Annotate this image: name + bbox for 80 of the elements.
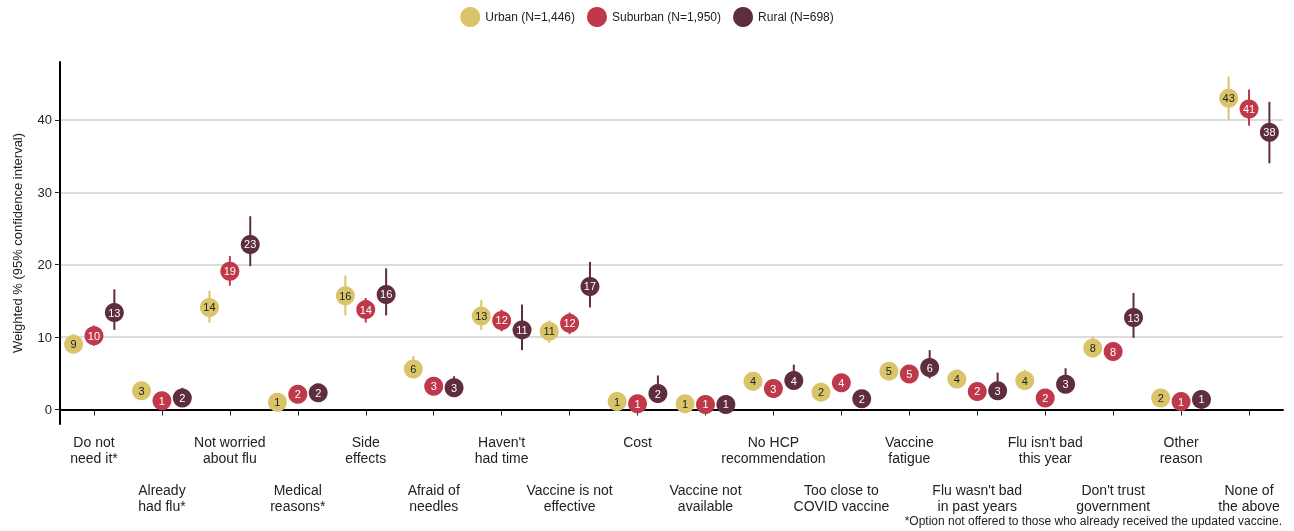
- data-label: 3: [138, 384, 145, 397]
- data-label: 2: [1042, 391, 1049, 404]
- data-label: 11: [543, 325, 555, 338]
- text: *Option not offered to those who already received the updated vaccine.: [904, 514, 1283, 528]
- data-label: 41: [1242, 103, 1256, 116]
- x-tick-label: Already had flu*: [138, 482, 187, 514]
- x-tick-label: Side effects: [345, 434, 387, 466]
- data-label: 2: [654, 387, 661, 400]
- data-label: 8: [1110, 345, 1117, 358]
- data-label: 9: [70, 338, 77, 351]
- data-label: 1: [702, 398, 709, 411]
- data-label: 38: [1263, 126, 1276, 139]
- data-label: 1: [634, 397, 641, 410]
- data-label: 11: [516, 323, 528, 336]
- x-tick-label: None of the above: [1218, 482, 1280, 514]
- x-tick-label: Don't trust government: [1076, 482, 1151, 514]
- x-tick-label: Vaccine not available: [669, 482, 742, 514]
- x-tick-label: Vaccine is not effective: [526, 482, 613, 514]
- y-tick-label: 40: [37, 112, 52, 128]
- data-label: 2: [974, 385, 981, 398]
- data-label: 3: [451, 381, 458, 394]
- x-tick-label: Do not need it*: [70, 434, 119, 466]
- data-label: 23: [244, 238, 257, 251]
- data-label: 5: [906, 368, 913, 381]
- x-tick-label: Not worried about flu: [194, 434, 266, 466]
- legend-label: Urban (N=1,446): [485, 10, 575, 24]
- legend-label: Suburban (N=1,950): [611, 10, 722, 24]
- y-tick-label: 0: [44, 402, 52, 418]
- data-label: 4: [790, 374, 797, 387]
- data-label: 2: [315, 386, 322, 399]
- y-axis-title: Weighted % (95% confidence interval): [10, 132, 25, 354]
- x-tick-label: Too close to COVID vaccine: [793, 482, 890, 514]
- data-label: 19: [223, 265, 236, 278]
- data-label: 1: [158, 394, 165, 407]
- x-tick-label: Other reason: [1159, 434, 1203, 466]
- data-label: 4: [1021, 374, 1028, 387]
- x-tick-label: Cost: [623, 434, 653, 450]
- data-label: 14: [359, 303, 372, 316]
- data-label: 13: [475, 310, 488, 323]
- data-label: 16: [380, 288, 393, 301]
- x-tick-label: Vaccine fatigue: [884, 434, 934, 466]
- data-label: 2: [817, 386, 825, 399]
- x-tick-label: Afraid of needles: [407, 482, 460, 514]
- data-label: 2: [858, 392, 865, 405]
- data-label: 8: [1089, 341, 1096, 354]
- data-label: 43: [1222, 92, 1235, 105]
- data-label: 17: [583, 280, 597, 293]
- x-tick-label: Flu isn't bad this year: [1007, 434, 1083, 466]
- data-label: 12: [563, 317, 576, 330]
- data-label: 5: [885, 365, 892, 378]
- data-label: 4: [838, 376, 845, 389]
- x-tick-label: Haven't had time: [474, 434, 529, 466]
- data-label: 10: [87, 329, 101, 342]
- data-label: 1: [722, 398, 729, 411]
- data-label: 1: [274, 396, 281, 409]
- x-tick-label: Medical reasons*: [270, 482, 326, 514]
- data-label: 3: [430, 380, 437, 393]
- data-label: 2: [294, 388, 301, 401]
- x-tick-label: No HCP recommendation: [721, 434, 826, 466]
- data-label: 3: [1062, 378, 1069, 391]
- data-label: 4: [749, 375, 757, 388]
- y-tick-label: 10: [37, 329, 52, 345]
- data-label: 1: [682, 397, 689, 410]
- data-label: 16: [339, 289, 352, 302]
- data-label: 3: [770, 382, 777, 395]
- data-label: 6: [926, 361, 933, 374]
- data-label: 3: [994, 384, 1001, 397]
- data-label: 14: [203, 301, 216, 314]
- data-label: 2: [1157, 391, 1164, 404]
- data-label: 13: [108, 306, 121, 319]
- data-label: 12: [495, 314, 508, 327]
- y-tick-label: 20: [37, 257, 52, 273]
- data-label: 1: [614, 395, 621, 408]
- data-label: 1: [1178, 395, 1185, 408]
- legend-label: Rural (N=698): [758, 10, 834, 24]
- data-label: 6: [410, 362, 417, 375]
- data-label: 13: [1127, 311, 1140, 324]
- y-tick-label: 30: [37, 184, 52, 200]
- data-label: 1: [1198, 393, 1205, 406]
- x-tick-label: Flu wasn't bad in past years: [932, 482, 1023, 514]
